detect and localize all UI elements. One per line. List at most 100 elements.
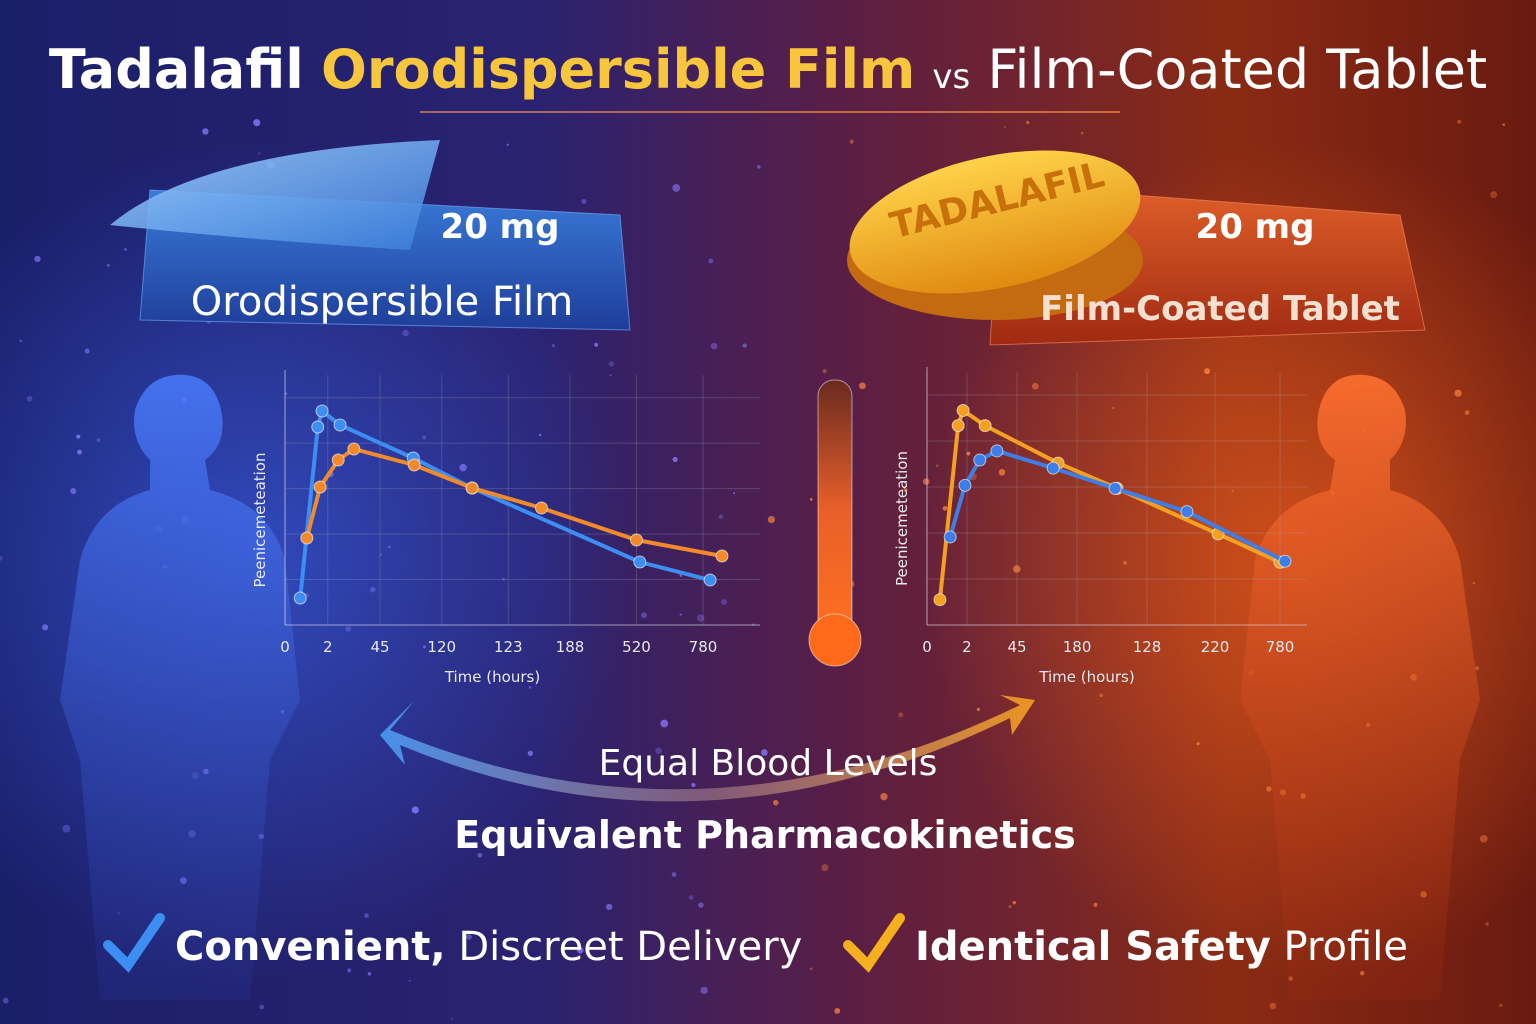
particle bbox=[721, 598, 728, 606]
data-point bbox=[958, 478, 972, 492]
particle bbox=[1093, 902, 1098, 907]
data-point bbox=[1278, 554, 1292, 568]
benefit-rest: Profile bbox=[1284, 924, 1408, 970]
data-point bbox=[331, 453, 345, 467]
x-tick-label: 520 bbox=[622, 638, 651, 656]
particle bbox=[422, 435, 427, 440]
x-tick-label: 45 bbox=[370, 638, 389, 656]
data-point bbox=[978, 419, 992, 433]
particle bbox=[2, 997, 9, 1004]
x-tick-label: 780 bbox=[1266, 638, 1295, 656]
particle bbox=[733, 492, 736, 495]
particle bbox=[26, 395, 33, 402]
particle bbox=[84, 348, 90, 354]
particle bbox=[767, 515, 776, 524]
x-axis-label: Time (hours) bbox=[1038, 668, 1134, 686]
particle bbox=[423, 645, 426, 649]
particle bbox=[345, 626, 352, 632]
data-point bbox=[990, 444, 1004, 458]
particle bbox=[259, 1004, 265, 1010]
x-tick-label: 128 bbox=[1133, 638, 1162, 656]
particle bbox=[998, 469, 1006, 476]
particle bbox=[834, 1008, 841, 1014]
particle bbox=[1099, 693, 1104, 698]
particle bbox=[1031, 382, 1039, 390]
particle bbox=[1266, 786, 1272, 792]
particle bbox=[411, 806, 419, 814]
particle bbox=[253, 119, 261, 127]
x-tick-label: 2 bbox=[323, 638, 333, 656]
particle bbox=[821, 864, 829, 872]
particle bbox=[898, 515, 902, 519]
data-point bbox=[315, 404, 329, 418]
data-point bbox=[943, 530, 957, 544]
particle bbox=[202, 128, 209, 135]
particle bbox=[1454, 389, 1462, 397]
particle bbox=[672, 456, 678, 463]
check-icon bbox=[103, 913, 165, 973]
particle bbox=[42, 624, 49, 631]
particle bbox=[660, 719, 669, 728]
particle bbox=[679, 574, 683, 577]
particle bbox=[581, 198, 587, 204]
particle bbox=[809, 498, 813, 501]
particle bbox=[773, 799, 779, 806]
data-point bbox=[1046, 461, 1060, 475]
benefit-rest: Discreet Delivery bbox=[458, 924, 802, 970]
particle bbox=[1457, 119, 1462, 124]
particle bbox=[1204, 368, 1211, 375]
chart: 0 2 45 120 123 188 520 780 Time (hours) Peeniceme… bbox=[251, 370, 760, 686]
particle bbox=[655, 747, 662, 755]
data-point bbox=[1180, 505, 1194, 519]
benefit-bold: Identical Safety bbox=[915, 924, 1271, 970]
x-tick-label: 220 bbox=[1201, 638, 1230, 656]
particle bbox=[708, 258, 714, 264]
particle bbox=[402, 329, 409, 337]
particle bbox=[809, 967, 813, 971]
particle bbox=[347, 968, 352, 973]
particle bbox=[672, 183, 681, 192]
x-tick-label: 123 bbox=[494, 638, 523, 656]
particle bbox=[577, 946, 584, 954]
particle bbox=[370, 587, 376, 593]
particle bbox=[942, 505, 948, 511]
particle bbox=[858, 382, 866, 390]
particle bbox=[1012, 900, 1016, 905]
particle bbox=[1008, 904, 1012, 909]
particle bbox=[1080, 131, 1084, 135]
particle bbox=[34, 255, 41, 263]
particle bbox=[761, 749, 768, 756]
particle bbox=[257, 152, 261, 155]
equivalent-text: Equivalent Pharmacokinetics bbox=[454, 813, 1076, 857]
particle bbox=[451, 1017, 454, 1020]
left-dose: 20 mg bbox=[441, 207, 560, 247]
particle bbox=[594, 342, 599, 347]
data-point bbox=[407, 458, 421, 472]
data-point bbox=[973, 453, 987, 467]
particle bbox=[459, 463, 467, 472]
x-tick-label: 0 bbox=[280, 638, 290, 656]
particle bbox=[1475, 666, 1480, 671]
equal-text: Equal Blood Levels bbox=[599, 743, 938, 784]
particle bbox=[1196, 742, 1200, 746]
y-axis-label: Peenicemeteation bbox=[893, 451, 911, 586]
particle bbox=[528, 686, 532, 689]
x-tick-label: 0 bbox=[922, 638, 932, 656]
particle bbox=[1123, 561, 1127, 565]
particle bbox=[849, 139, 854, 144]
particle bbox=[756, 165, 761, 169]
particle bbox=[935, 464, 939, 468]
x-tick-label: 45 bbox=[1008, 638, 1027, 656]
data-point bbox=[347, 442, 361, 456]
particle bbox=[506, 143, 509, 146]
tablet bbox=[849, 150, 1141, 294]
particle bbox=[679, 613, 682, 616]
data-point bbox=[703, 573, 717, 587]
particle bbox=[922, 478, 930, 485]
particle bbox=[966, 451, 971, 456]
benefit: Convenient, Discreet Delivery bbox=[175, 924, 802, 970]
particle bbox=[364, 913, 369, 919]
particle bbox=[1498, 1003, 1503, 1008]
data-point bbox=[933, 593, 947, 607]
particle bbox=[77, 449, 82, 455]
